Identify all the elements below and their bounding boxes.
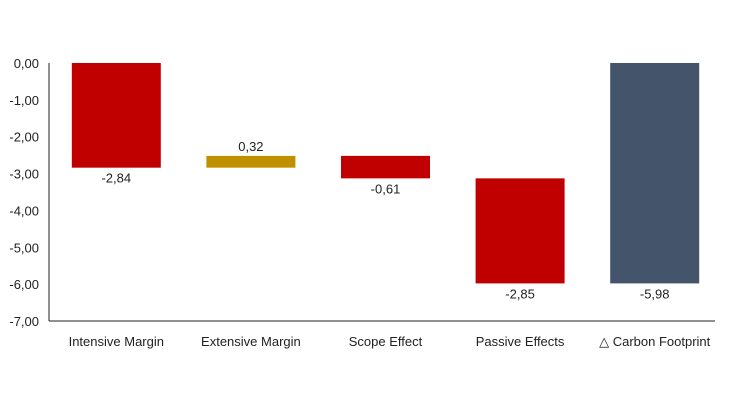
data-label: -0,61 bbox=[371, 181, 401, 196]
bar-2 bbox=[206, 155, 296, 168]
x-category-label: Intensive Margin bbox=[69, 334, 164, 349]
y-tick-label: 0,00 bbox=[14, 56, 39, 71]
y-tick-label: -2,00 bbox=[9, 130, 39, 145]
y-tick-label: -3,00 bbox=[9, 167, 39, 182]
y-tick-label: -5,00 bbox=[9, 240, 39, 255]
bar-5 bbox=[610, 63, 700, 284]
data-label: -2,84 bbox=[101, 171, 131, 186]
y-tick-label: -6,00 bbox=[9, 277, 39, 292]
x-category-label: △ Carbon Footprint bbox=[599, 334, 711, 349]
x-category-label: Extensive Margin bbox=[201, 334, 301, 349]
y-tick-label: -1,00 bbox=[9, 93, 39, 108]
x-category-label: Passive Effects bbox=[476, 334, 565, 349]
y-tick-label: -4,00 bbox=[9, 203, 39, 218]
data-label: -5,98 bbox=[640, 286, 670, 301]
x-category-label: Scope Effect bbox=[349, 334, 423, 349]
data-label: -2,85 bbox=[505, 286, 535, 301]
data-label: 0,32 bbox=[238, 139, 263, 154]
bar-1 bbox=[71, 63, 161, 168]
bar-4 bbox=[475, 178, 565, 284]
y-tick-label: -7,00 bbox=[9, 314, 39, 329]
bar-3 bbox=[341, 155, 430, 179]
